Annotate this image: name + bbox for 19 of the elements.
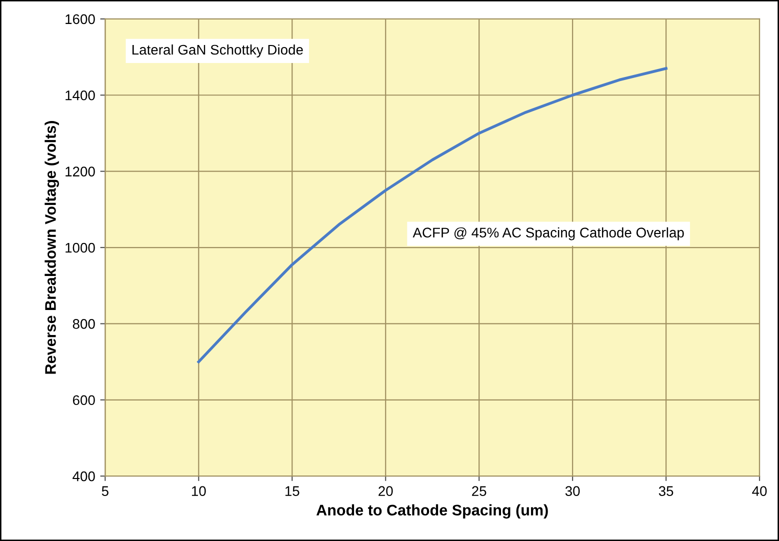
annotation: Lateral GaN Schottky Diode — [132, 44, 303, 58]
x-tick-label: 5 — [102, 486, 108, 496]
x-tick-label: 40 — [752, 486, 767, 496]
y-tick-label: 600 — [72, 395, 95, 406]
x-tick-label: 10 — [192, 486, 206, 496]
y-tick-label: 400 — [72, 471, 95, 482]
x-tick-label: 30 — [565, 486, 580, 496]
y-axis-title: Reverse Breakdown Voltage (volts) — [44, 121, 59, 374]
x-tick-label: 20 — [378, 486, 393, 496]
y-tick-label: 1200 — [66, 166, 95, 176]
x-tick-label: 35 — [658, 486, 674, 496]
x-tick-label: 25 — [472, 486, 486, 496]
x-tick-label: 15 — [285, 486, 300, 496]
annotation: ACFP @ 45% AC Spacing Cathode Overlap — [412, 227, 684, 240]
y-tick-label: 1600 — [66, 14, 95, 24]
x-axis-title: Anode to Cathode Spacing (um) — [316, 504, 548, 519]
y-tick-label: 1000 — [66, 242, 95, 253]
y-tick-label: 800 — [72, 319, 95, 329]
y-tick-label: 1400 — [66, 90, 95, 100]
